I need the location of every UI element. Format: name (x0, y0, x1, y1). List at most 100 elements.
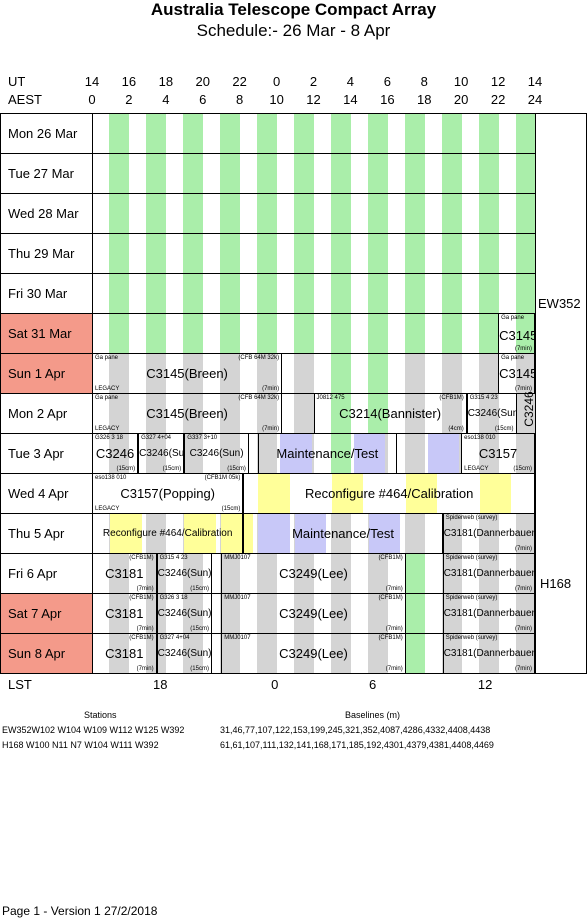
row-divider (0, 233, 535, 234)
grey-stripe (294, 393, 315, 433)
aest-hour-tick: 24 (527, 92, 543, 107)
row-divider (0, 593, 535, 594)
ut-hour-tick: 6 (383, 74, 391, 89)
block-note: (15cm) (494, 426, 514, 432)
green-stripe (404, 553, 425, 593)
aest-hour-tick: 0 (88, 92, 96, 107)
block-note: LEGACY (95, 506, 120, 512)
grey-stripe (330, 633, 351, 673)
block-note: (7min) (385, 666, 403, 672)
aest-hour-tick: 16 (380, 92, 395, 107)
lst-tick: 6 (368, 677, 377, 692)
schedule-block[interactable]: Spiderweb (survey) C3181(Dannerbauer) (7mi… (442, 633, 535, 674)
aest-hour-tick: 18 (417, 92, 432, 107)
yellow-stripe (184, 514, 216, 553)
schedule-block[interactable]: Ga pane C3145 (7min) (498, 353, 535, 394)
row-divider (0, 393, 535, 394)
grey-stripe (183, 593, 204, 633)
schedule-block[interactable]: G337 3+10 C3246(Sun) (15cm) (184, 433, 249, 474)
grey-stripe (220, 553, 241, 593)
schedule-block[interactable]: MMJ0107 (CFB1M) (7min) C3249(Lee) (221, 633, 406, 674)
schedule-block[interactable]: Ga pane C3145 (7min) (498, 313, 535, 354)
schedule-block[interactable]: (CFB1M) C3181 (7min) (92, 553, 157, 594)
lavender-stripe (354, 434, 386, 473)
block-note: (CFB 64M 32k) (238, 395, 280, 401)
grey-stripe (515, 393, 536, 433)
row-divider (0, 673, 587, 674)
green-stripe (330, 353, 351, 393)
schedule-block[interactable]: Ga pane LEGACY (CFB 64M 32k) (7min) C3145(Br… (92, 393, 283, 434)
block-label: C3145 (499, 328, 535, 343)
schedule-block[interactable]: J0812 475 (CFB1M) (4cm) C3214(Bannister) (313, 393, 467, 434)
grey-stripe (257, 553, 278, 593)
schedule-block[interactable]: (CFB1M) C3181 (7min) (92, 633, 157, 674)
side-project-label: C3246 (522, 391, 536, 427)
grey-stripe (183, 553, 204, 593)
yellow-stripe (110, 514, 142, 553)
grey-stripe (330, 513, 351, 553)
schedule-block[interactable]: Maintenance/Test (243, 513, 443, 554)
grey-stripe (441, 393, 462, 433)
aest-label: AEST (8, 92, 42, 107)
grey-stripe (183, 433, 204, 473)
row-divider (0, 633, 535, 634)
grey-stripe (404, 393, 425, 433)
schedule-block[interactable]: G327 4+04 C3246(Sun) (15cm) (138, 433, 185, 474)
green-stripe (330, 433, 351, 473)
block-note: (7min) (514, 586, 532, 592)
block-note: (CFB1M) (378, 555, 403, 561)
schedule-block[interactable]: MMJ0107 (CFB1M) (7min) C3249(Lee) (221, 553, 406, 594)
grey-stripe (109, 393, 130, 433)
block-note: (15cm) (221, 506, 241, 512)
aest-hour-tick: 6 (199, 92, 207, 107)
schedule-block[interactable]: G315 4 23 C3246(Sun) (15cm) (156, 553, 212, 594)
schedule-block[interactable]: Spiderweb (survey) C3181(Dannerbauer) (7mi… (442, 553, 535, 594)
schedule-block[interactable]: G326 3 18 C3246 (15cm) (92, 433, 139, 474)
lst-tick: 18 (153, 677, 168, 692)
grey-stripe (257, 353, 278, 393)
grey-stripe (109, 553, 130, 593)
schedule-block[interactable]: Reconfigure #464/Calibration (92, 513, 244, 554)
block-label: C3157(Popping) (120, 486, 216, 501)
schedule-block[interactable]: Spiderweb (survey) C3181(Dannerbauer) (7mi… (442, 593, 535, 634)
lavender-stripe (280, 434, 312, 473)
config-row-stations: H168 W100 N11 N7 W104 W111 W392 (2, 740, 159, 750)
block-label: C3246(Sun) (157, 568, 212, 579)
schedule-block[interactable]: (CFB1M) C3181 (7min) (92, 593, 157, 634)
schedule-block[interactable]: eso138 010 LEGACY (15cm) C3157 (461, 433, 535, 474)
schedule-block[interactable]: eso138 010 LEGACY (CFB1M 05k) (15cm) C3157(P… (92, 473, 244, 514)
grey-stripe (404, 353, 425, 393)
schedule-block[interactable]: G315 4 23 C3246(Sun) (15cm) (466, 393, 517, 434)
grey-stripe (220, 353, 241, 393)
grey-stripe (441, 513, 462, 553)
day-label: Wed 28 Mar (8, 206, 79, 221)
block-label: C3246 (95, 446, 135, 461)
block-note: (CFB1M) (378, 595, 403, 601)
green-stripe (404, 633, 425, 673)
row-divider (0, 113, 587, 114)
weekend-highlight (0, 633, 92, 673)
lst-tick: 0 (271, 677, 279, 692)
page-subtitle: Schedule:- 26 Mar - 8 Apr (196, 21, 391, 40)
schedule-block[interactable]: G327 4+04 C3246(Sun) (15cm) (156, 633, 212, 674)
page-footer: Page 1 - Version 1 27/2/2018 (2, 904, 158, 918)
block-note: G326 3 18 (159, 595, 188, 601)
row-divider (0, 193, 535, 194)
block-note: (15cm) (162, 466, 182, 472)
schedule-block[interactable]: G326 3 18 C3246(Sun) (15cm) (156, 593, 212, 634)
schedule-block[interactable]: Spiderweb (survey) C3181(Dannerbauer) (7mi… (442, 513, 535, 554)
green-stripe (367, 353, 388, 393)
grey-stripe (257, 433, 278, 473)
block-note: (CFB1M) (378, 635, 403, 641)
schedule-block[interactable]: Reconfigure #464/Calibration (243, 473, 535, 514)
schedule-block[interactable]: MMJ0107 (CFB1M) (7min) C3249(Lee) (221, 593, 406, 634)
baselines-header: Baselines (m) (345, 710, 401, 720)
grey-stripe (257, 633, 278, 673)
block-note: (CFB1M 05k) (204, 475, 241, 481)
schedule-block[interactable]: Maintenance/Test (258, 433, 397, 474)
grey-stripe (478, 513, 499, 553)
block-note: (7min) (514, 346, 532, 352)
grey-stripe (109, 433, 130, 473)
block-note: (7min) (262, 426, 280, 432)
schedule-block[interactable]: Ga pane LEGACY (CFB 64M 32k) (7min) C3145(Br… (92, 353, 283, 394)
